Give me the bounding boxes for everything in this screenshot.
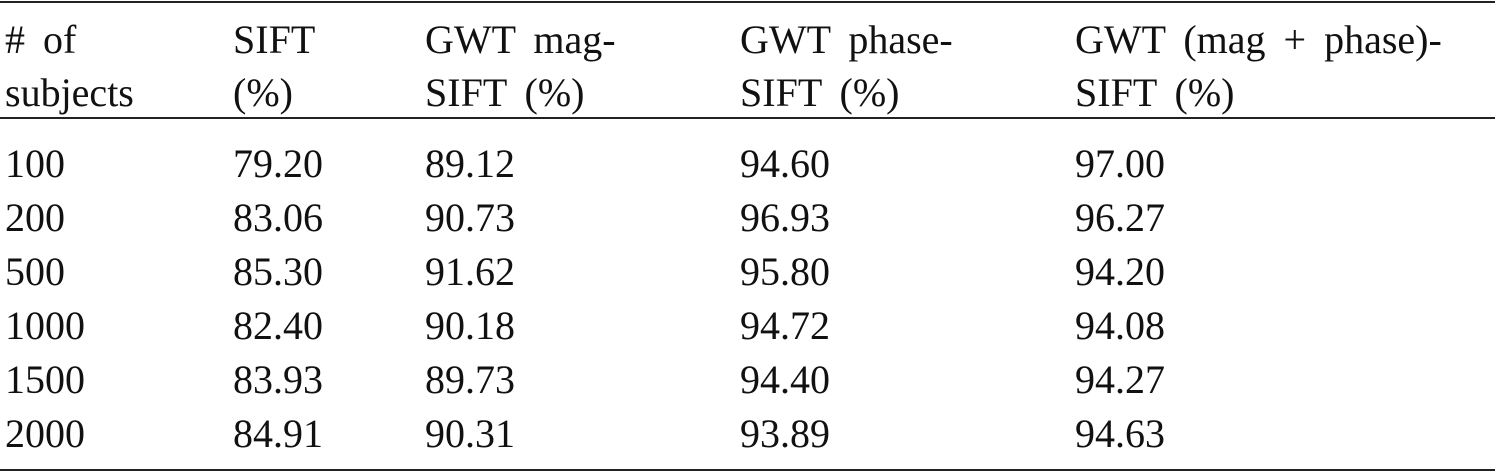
table-cell: 83.93 <box>233 357 323 402</box>
header-cell: GWT mag- <box>425 17 616 62</box>
table-cell: 94.72 <box>740 303 830 348</box>
table-cell: 90.18 <box>425 303 515 348</box>
header-rule <box>0 117 1495 119</box>
table-cell: 94.20 <box>1075 249 1165 294</box>
table-cell: 94.60 <box>740 141 830 186</box>
table-cell: 89.73 <box>425 357 515 402</box>
header-cell: SIFT (%) <box>740 70 900 115</box>
header-cell: SIFT (%) <box>1075 70 1235 115</box>
table-cell: 500 <box>5 249 65 294</box>
table-cell: 2000 <box>5 411 85 456</box>
table-cell: 94.63 <box>1075 411 1165 456</box>
table-cell: 89.12 <box>425 141 515 186</box>
table-cell: 90.73 <box>425 195 515 240</box>
table-cell: 85.30 <box>233 249 323 294</box>
table-cell: 97.00 <box>1075 141 1165 186</box>
table-cell: 100 <box>5 141 65 186</box>
table-cell: 84.91 <box>233 411 323 456</box>
table-cell: 95.80 <box>740 249 830 294</box>
table-cell: 1000 <box>5 303 85 348</box>
table-cell: 94.40 <box>740 357 830 402</box>
header-cell: subjects <box>5 70 134 115</box>
header-cell: GWT phase- <box>740 17 953 62</box>
table-cell: 1500 <box>5 357 85 402</box>
table-cell: 79.20 <box>233 141 323 186</box>
top-rule <box>0 1 1495 3</box>
table-cell: 83.06 <box>233 195 323 240</box>
header-cell: SIFT (%) <box>425 70 585 115</box>
header-cell: # of <box>5 17 77 62</box>
table-cell: 90.31 <box>425 411 515 456</box>
table-cell: 93.89 <box>740 411 830 456</box>
header-cell: GWT (mag + phase)- <box>1075 17 1442 62</box>
table-cell: 96.93 <box>740 195 830 240</box>
table-cell: 200 <box>5 195 65 240</box>
table-cell: 91.62 <box>425 249 515 294</box>
table-cell: 94.08 <box>1075 303 1165 348</box>
table-cell: 94.27 <box>1075 357 1165 402</box>
header-cell: (%) <box>233 70 293 115</box>
table-cell: 96.27 <box>1075 195 1165 240</box>
table-cell: 82.40 <box>233 303 323 348</box>
header-cell: SIFT <box>233 17 316 62</box>
bottom-rule <box>0 469 1495 471</box>
